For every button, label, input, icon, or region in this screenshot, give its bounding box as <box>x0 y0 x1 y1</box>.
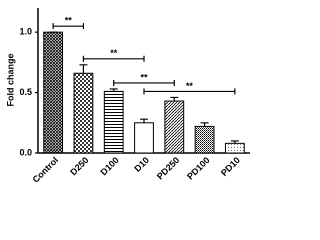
error-bar <box>170 96 179 102</box>
significance-bracket <box>82 55 145 62</box>
bar <box>73 72 94 154</box>
x-tick-label: PD250 <box>155 155 182 182</box>
significance-label: ** <box>110 48 118 58</box>
y-tick-label: 1.0 <box>19 27 32 37</box>
significance-label: ** <box>140 72 148 82</box>
bar <box>43 31 64 154</box>
bar <box>164 100 185 154</box>
significance-label: ** <box>186 81 194 91</box>
significance-bracket <box>143 88 236 95</box>
x-tick-label: D250 <box>68 155 90 177</box>
significance-bracket <box>52 23 85 30</box>
error-bar <box>140 118 148 123</box>
y-tick-label: 0.0 <box>19 147 32 157</box>
error-bar <box>200 122 209 127</box>
bar <box>134 122 154 154</box>
x-tick-label: PD10 <box>219 155 242 178</box>
x-tick-label: PD100 <box>185 155 212 182</box>
error-bar <box>79 64 88 74</box>
significance-label: ** <box>65 16 73 26</box>
x-tick-label: D10 <box>132 155 151 174</box>
significance-bracket <box>113 79 175 86</box>
y-tick-label: 0.5 <box>19 87 32 97</box>
x-tick-label: Control <box>31 155 61 185</box>
error-bar <box>109 88 118 92</box>
bar <box>224 142 245 154</box>
bar <box>103 90 124 154</box>
x-tick-label: D100 <box>99 155 121 177</box>
y-axis-label: Fold change <box>5 53 15 106</box>
bar <box>194 125 215 154</box>
error-bar <box>230 140 239 144</box>
